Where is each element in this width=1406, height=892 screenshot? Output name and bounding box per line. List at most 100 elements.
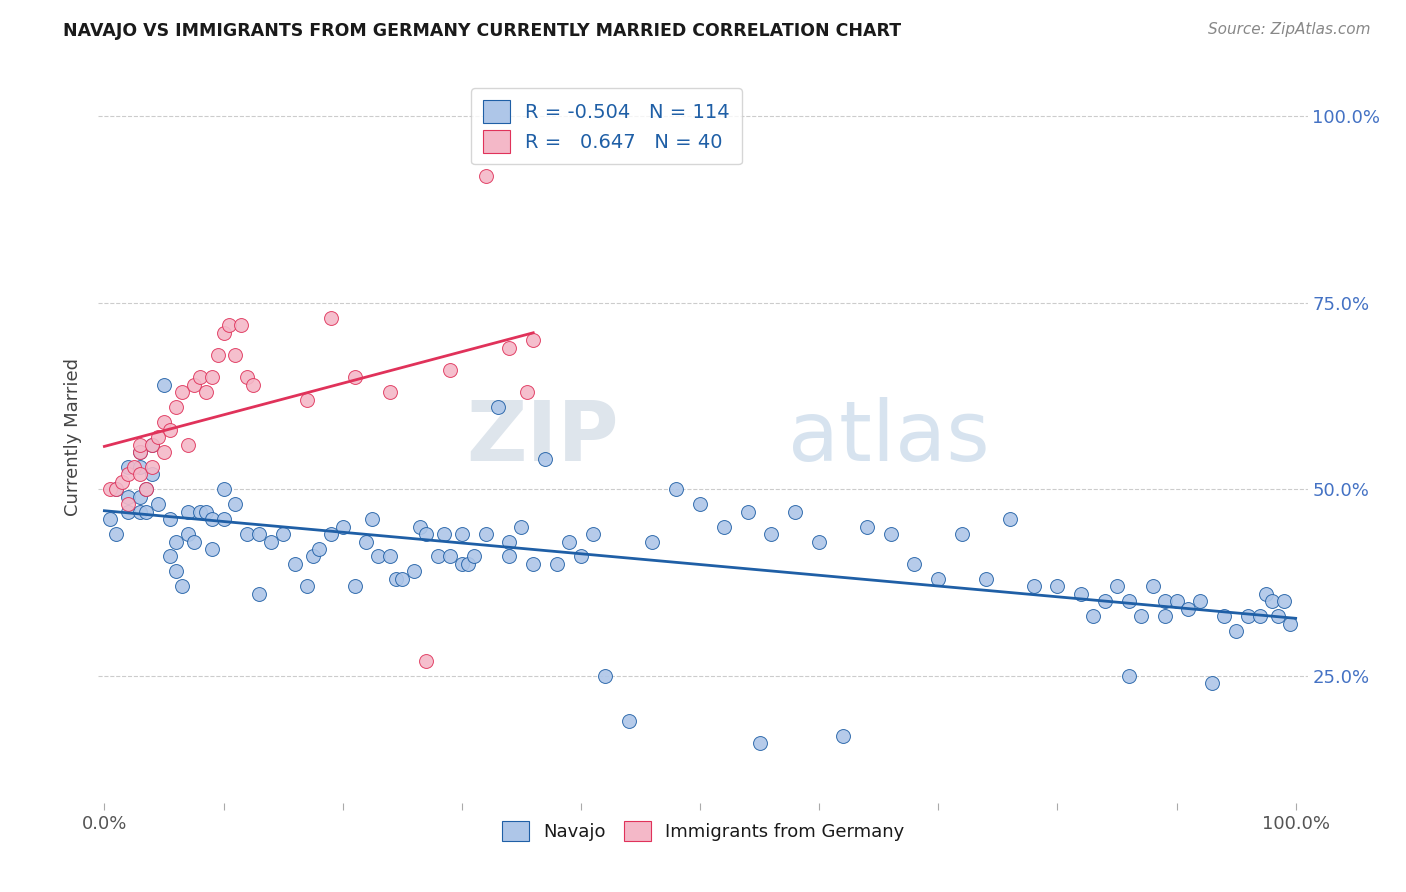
Point: [439, 363, 461, 377]
Point: [135, 505, 157, 519]
Point: [146, 430, 169, 444]
Point: [319, 310, 342, 325]
Point: [1272, 594, 1295, 608]
Point: [284, 557, 307, 571]
Point: [1267, 609, 1289, 624]
Point: [748, 736, 770, 750]
Point: [117, 459, 139, 474]
Text: atlas: atlas: [787, 397, 990, 477]
Point: [510, 519, 533, 533]
Point: [141, 437, 163, 451]
Point: [212, 512, 235, 526]
Point: [141, 459, 163, 474]
Point: [546, 557, 568, 571]
Point: [271, 527, 294, 541]
Point: [177, 437, 200, 451]
Point: [450, 527, 472, 541]
Point: [212, 483, 235, 497]
Point: [415, 527, 437, 541]
Point: [111, 475, 134, 489]
Point: [463, 549, 485, 564]
Point: [260, 534, 283, 549]
Point: [927, 572, 949, 586]
Point: [153, 445, 176, 459]
Point: [1142, 579, 1164, 593]
Point: [177, 527, 200, 541]
Point: [159, 423, 181, 437]
Point: [439, 549, 461, 564]
Point: [194, 505, 217, 519]
Point: [122, 459, 145, 474]
Point: [367, 549, 389, 564]
Point: [159, 512, 181, 526]
Point: [319, 527, 342, 541]
Point: [247, 587, 270, 601]
Point: [141, 437, 163, 451]
Point: [117, 490, 139, 504]
Point: [486, 401, 509, 415]
Point: [129, 445, 152, 459]
Point: [165, 534, 187, 549]
Point: [117, 467, 139, 482]
Point: [153, 377, 176, 392]
Point: [188, 505, 211, 519]
Point: [498, 341, 520, 355]
Point: [295, 392, 318, 407]
Point: [1153, 609, 1175, 624]
Point: [200, 512, 222, 526]
Point: [129, 490, 152, 504]
Point: [385, 572, 408, 586]
Point: [1166, 594, 1188, 608]
Point: [1254, 587, 1277, 601]
Point: [380, 385, 402, 400]
Point: [516, 385, 538, 400]
Point: [105, 483, 128, 497]
Point: [236, 527, 259, 541]
Point: [177, 505, 200, 519]
Point: [200, 542, 222, 557]
Point: [426, 549, 449, 564]
Point: [569, 549, 592, 564]
Point: [1278, 616, 1301, 631]
Point: [129, 505, 152, 519]
Point: [498, 534, 520, 549]
Point: [361, 512, 384, 526]
Point: [194, 385, 217, 400]
Point: [165, 401, 187, 415]
Point: [998, 512, 1021, 526]
Point: [1129, 609, 1152, 624]
Point: [159, 549, 181, 564]
Point: [450, 557, 472, 571]
Point: [302, 549, 325, 564]
Point: [785, 505, 807, 519]
Point: [1189, 594, 1212, 608]
Point: [343, 370, 366, 384]
Point: [1261, 594, 1284, 608]
Point: [832, 729, 855, 743]
Point: [522, 557, 544, 571]
Text: ZIP: ZIP: [465, 397, 619, 477]
Point: [98, 512, 121, 526]
Point: [129, 459, 152, 474]
Point: [737, 505, 759, 519]
Point: [224, 348, 246, 362]
Point: [356, 534, 378, 549]
Point: [153, 415, 176, 429]
Point: [129, 445, 152, 459]
Point: [879, 527, 901, 541]
Point: [236, 370, 259, 384]
Point: [343, 579, 366, 593]
Point: [903, 557, 925, 571]
Point: [856, 519, 879, 533]
Point: [457, 557, 479, 571]
Point: [534, 452, 557, 467]
Point: [200, 370, 222, 384]
Point: [141, 467, 163, 482]
Point: [183, 377, 205, 392]
Point: [231, 318, 253, 332]
Text: Source: ZipAtlas.com: Source: ZipAtlas.com: [1208, 22, 1371, 37]
Point: [474, 527, 496, 541]
Point: [170, 385, 193, 400]
Point: [247, 527, 270, 541]
Point: [183, 534, 205, 549]
